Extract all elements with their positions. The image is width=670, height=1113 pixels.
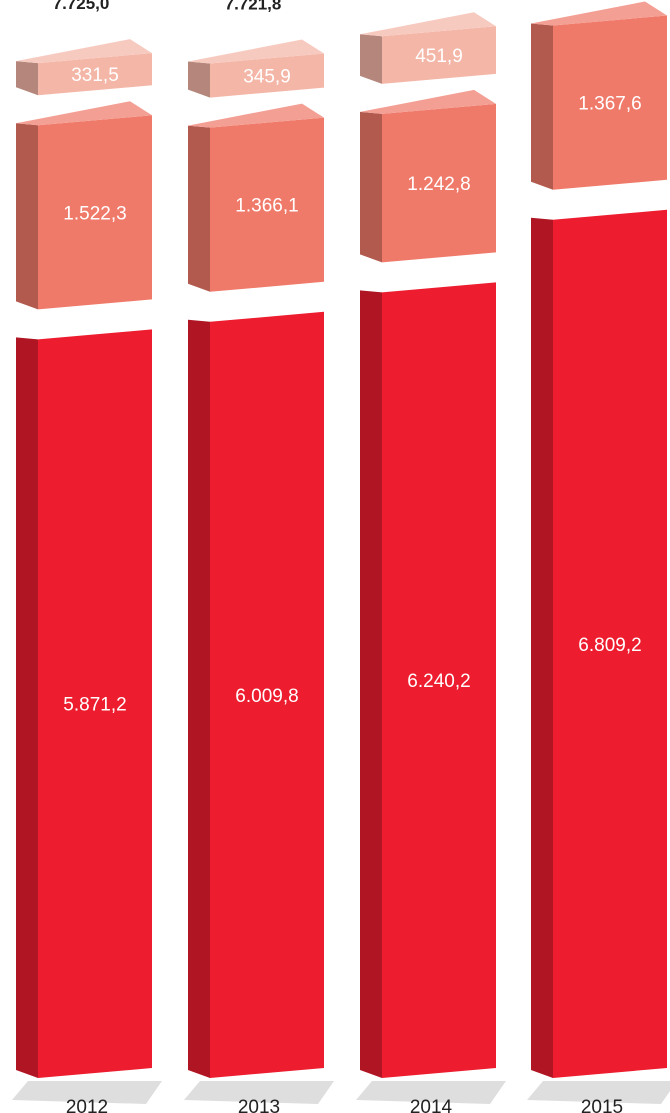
bar-segment-top — [531, 1, 667, 26]
data-label: 345,9 — [243, 67, 291, 88]
bar-segment-side — [360, 34, 382, 84]
total-label: 7.725,0 — [53, 0, 110, 13]
bar-segment — [553, 209, 667, 1079]
floor-shadow — [12, 1081, 162, 1104]
bar-segment-side — [16, 123, 38, 310]
bar-segment-top — [360, 12, 496, 37]
data-label: 1.242,8 — [407, 174, 470, 195]
bar-segment — [382, 26, 496, 84]
bar-segment-side — [188, 61, 210, 98]
bar-segment-top — [360, 89, 496, 114]
data-label: 451,9 — [415, 46, 463, 67]
bar-segment-side — [188, 125, 210, 292]
x-tick-label: 2014 — [410, 1097, 453, 1113]
bar-segment-side — [188, 319, 210, 1078]
bar-segment-top — [188, 39, 324, 64]
data-label: 1.522,3 — [63, 203, 126, 224]
data-label: 1.366,1 — [235, 196, 298, 217]
bar-segment-top — [16, 39, 152, 64]
bar-segment — [210, 117, 324, 292]
x-tick-label: 2015 — [581, 1097, 623, 1113]
bar-segment — [553, 15, 667, 190]
floor-shadow — [356, 1081, 506, 1104]
bar-segment-side — [531, 217, 553, 1079]
data-label: 6.809,2 — [578, 635, 641, 656]
bar-segment — [210, 53, 324, 98]
floor-shadow — [184, 1081, 334, 1104]
bar-segment-side — [16, 61, 38, 96]
bar-segment-side — [16, 337, 38, 1078]
data-label: 6.240,2 — [407, 671, 470, 692]
bar-segment-top — [16, 101, 152, 126]
bar-segment — [382, 282, 496, 1078]
bar-segment — [38, 115, 152, 310]
floor-shadow — [527, 1081, 670, 1104]
x-tick-label: 2012 — [66, 1097, 108, 1113]
bar-segment-top — [188, 103, 324, 128]
data-label: 1.367,6 — [578, 94, 641, 115]
bar-segment-side — [531, 23, 553, 190]
bar-segment — [38, 329, 152, 1078]
bar-segment-side — [360, 290, 382, 1078]
bar-segment — [210, 311, 324, 1078]
total-label: 7.721,8 — [225, 0, 282, 13]
bar-segment — [38, 53, 152, 96]
bar-segment-side — [360, 111, 382, 263]
data-label: 6.009,8 — [235, 686, 298, 707]
data-label: 331,5 — [71, 65, 119, 86]
x-tick-label: 2013 — [238, 1097, 280, 1113]
data-label: 5.871,2 — [63, 695, 126, 716]
bar-segment — [382, 103, 496, 263]
